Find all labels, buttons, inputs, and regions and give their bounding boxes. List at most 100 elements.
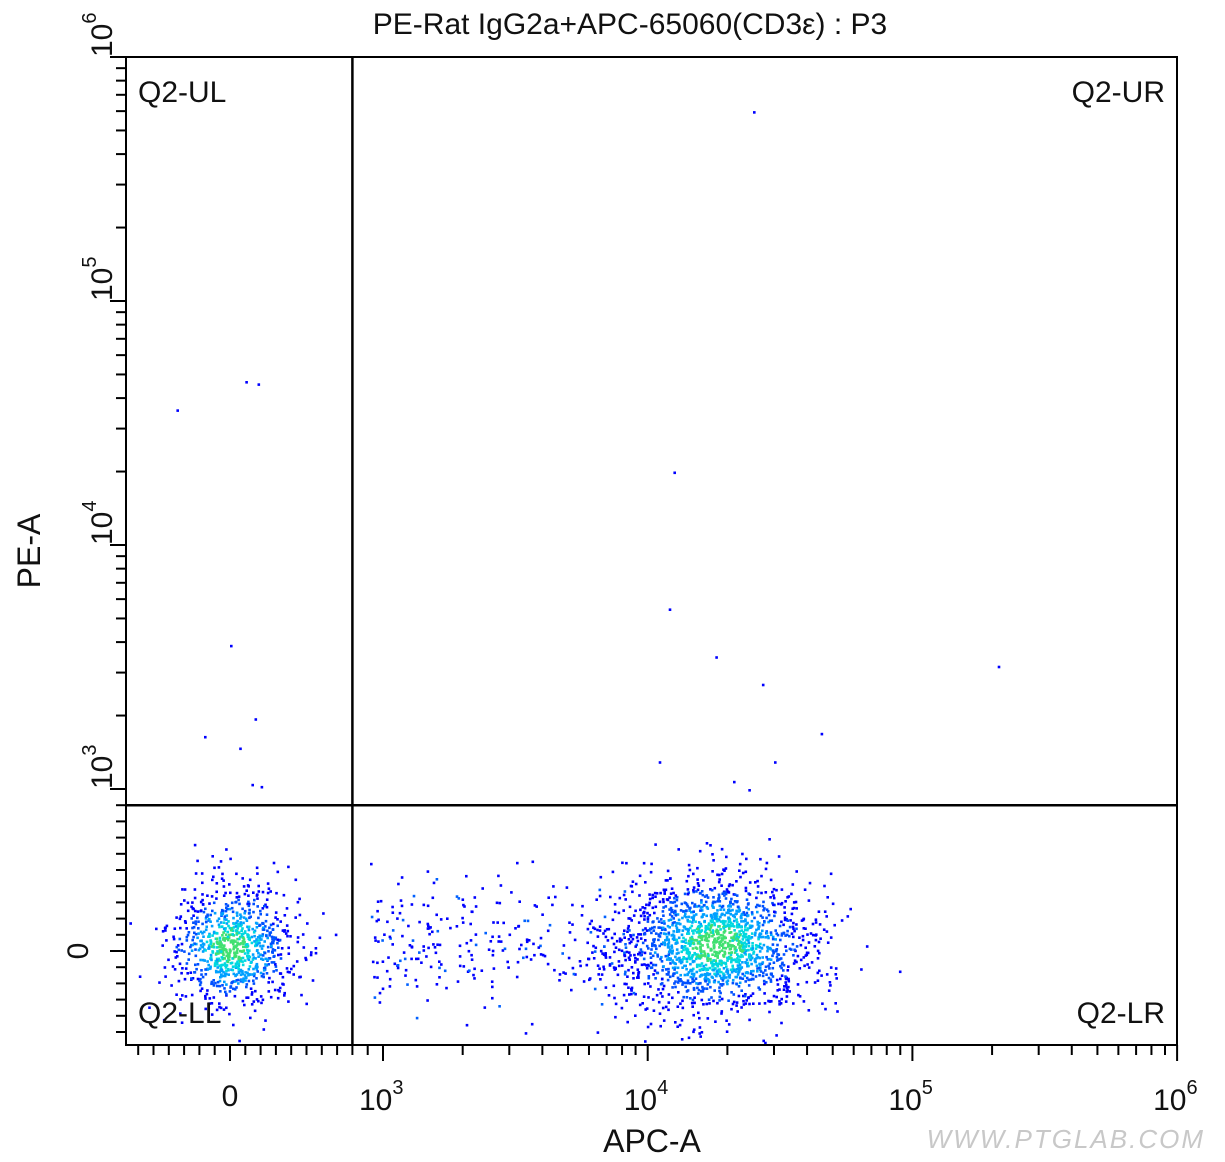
- event-dot-positive: [672, 917, 675, 920]
- event-dot-intermediate: [598, 925, 602, 928]
- event-dot-intermediate: [518, 947, 521, 951]
- event-dot-negative: [180, 949, 183, 952]
- event-dot-negative: [180, 971, 183, 975]
- event-dot-negative: [267, 963, 270, 966]
- event-dot-negative: [248, 973, 252, 976]
- event-dot-positive: [684, 902, 688, 905]
- event-dot-positive: [690, 957, 693, 960]
- event-dot-negative: [231, 980, 234, 984]
- event-dot-negative: [250, 941, 254, 945]
- event-dot-negative: [229, 933, 233, 936]
- event-dot-negative: [265, 964, 269, 967]
- event-dot-negative: [256, 905, 259, 908]
- event-dot-positive: [746, 961, 750, 965]
- event-dot-intermediate: [525, 955, 529, 959]
- event-dot-negative: [267, 950, 270, 953]
- event-dot-negative: [247, 925, 251, 929]
- event-dot-negative: [243, 909, 247, 913]
- event-dot-intermediate: [422, 903, 426, 907]
- event-dot-positive: [688, 909, 691, 912]
- event-dot-positive: [643, 910, 646, 914]
- event-dot-negative: [275, 891, 278, 895]
- event-dot-negative: [237, 965, 240, 969]
- event-dot-negative: [164, 926, 167, 929]
- event-dot-positive: [699, 942, 702, 946]
- event-dot-positive: [754, 975, 758, 978]
- event-dot-positive: [664, 888, 668, 892]
- event-dot-positive: [750, 962, 753, 966]
- event-dot-positive: [722, 955, 726, 958]
- event-dot-positive: [699, 951, 703, 955]
- event-dot-negative: [253, 934, 256, 938]
- event-dot-negative: [264, 1019, 267, 1022]
- event-dot-negative: [237, 895, 241, 898]
- event-dot-positive: [632, 971, 635, 975]
- event-dot-positive: [824, 1007, 827, 1011]
- event-dot-negative: [267, 981, 270, 984]
- event-dot-positive: [709, 844, 712, 847]
- event-dot-positive: [631, 890, 634, 894]
- event-dot-intermediate: [618, 937, 622, 940]
- event-dot-positive: [711, 953, 714, 956]
- event-dot-positive: [784, 934, 787, 937]
- event-dot-positive: [729, 968, 733, 972]
- event-dot-negative: [243, 941, 246, 944]
- event-dot-positive: [726, 942, 730, 945]
- event-dot-positive: [628, 958, 631, 961]
- x-tick-label: 0: [222, 1080, 239, 1113]
- event-dot-positive: [718, 968, 721, 971]
- event-dot-positive: [712, 943, 716, 947]
- event-dot-negative: [208, 902, 211, 905]
- event-dot-positive: [694, 913, 698, 916]
- event-dot-positive: [804, 946, 807, 950]
- event-dot-positive: [778, 1000, 781, 1003]
- event-dot-negative: [218, 1002, 221, 1005]
- event-dot-positive: [690, 910, 693, 914]
- event-dot-positive: [720, 963, 723, 967]
- event-dot-positive: [639, 948, 643, 951]
- event-dot-positive: [684, 909, 688, 913]
- event-dot-intermediate: [456, 980, 460, 983]
- event-dot-positive: [720, 847, 724, 851]
- event-dot-positive: [713, 900, 717, 904]
- event-dot-intermediate: [568, 931, 572, 934]
- event-dot-negative: [236, 919, 239, 923]
- event-dot-positive: [792, 927, 795, 931]
- event-dot-negative: [177, 948, 181, 952]
- event-dot-negative: [257, 939, 261, 942]
- event-dot-negative: [199, 958, 202, 962]
- event-dot-negative: [296, 940, 300, 944]
- event-dot-positive: [703, 895, 707, 898]
- event-dot-intermediate: [467, 949, 471, 953]
- event-dot-outlier: [245, 381, 248, 384]
- event-dot-positive: [653, 969, 657, 972]
- event-dot-positive: [818, 923, 822, 926]
- event-dot-positive: [697, 992, 700, 995]
- event-dot-positive: [643, 932, 647, 936]
- event-dot-positive: [631, 937, 635, 941]
- event-dot-negative: [278, 938, 282, 942]
- event-dot-intermediate: [415, 985, 419, 988]
- event-dot-negative: [253, 898, 256, 902]
- event-dot-positive: [775, 956, 779, 959]
- event-dot-negative: [257, 916, 260, 920]
- event-dot-positive: [816, 957, 820, 960]
- event-dot-negative: [262, 926, 265, 929]
- event-dot-positive: [683, 892, 687, 896]
- event-dot-positive: [698, 975, 702, 978]
- event-dot-intermediate: [480, 969, 484, 972]
- event-dot-negative: [241, 963, 245, 967]
- event-dot-negative: [197, 920, 200, 923]
- event-dot-positive: [741, 949, 745, 952]
- event-dot-negative: [192, 921, 195, 924]
- event-dot-positive: [769, 980, 773, 983]
- event-dot-positive: [689, 936, 692, 940]
- event-dot-negative: [148, 1006, 151, 1009]
- event-dot-positive: [777, 902, 780, 906]
- event-dot-intermediate: [431, 930, 434, 934]
- event-dot-intermediate: [461, 898, 465, 901]
- event-dot-intermediate: [497, 874, 500, 878]
- event-dot-positive: [656, 955, 660, 958]
- event-dot-positive: [743, 948, 747, 951]
- event-dot-negative: [200, 973, 203, 976]
